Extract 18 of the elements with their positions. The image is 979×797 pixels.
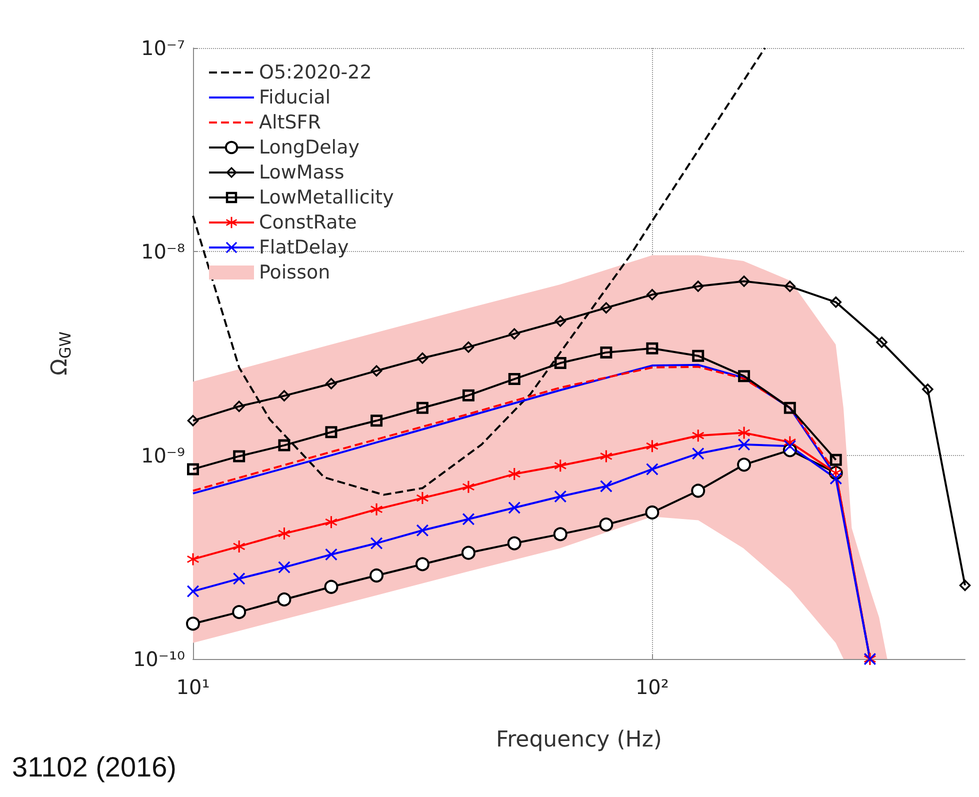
y-tick-label: 10⁻¹⁰ bbox=[132, 647, 185, 671]
legend-label: FlatDelay bbox=[259, 236, 349, 258]
legend-label: O5:2020-22 bbox=[259, 62, 372, 84]
text: 31102 (2016) bbox=[12, 752, 176, 782]
y-tick-label: 10⁻⁷ bbox=[140, 36, 185, 60]
legend-label: Fiducial bbox=[259, 86, 331, 108]
x-axis-title: Frequency (Hz) bbox=[496, 728, 662, 752]
legend-label: LowMetallicity bbox=[259, 186, 394, 208]
y-tick-label: 10⁻⁸ bbox=[140, 240, 185, 264]
legend-label: LowMass bbox=[259, 162, 344, 184]
y-tick-label: 10⁻⁹ bbox=[140, 443, 185, 468]
x-tick-label: 10¹ bbox=[176, 675, 210, 699]
legend-label: ConstRate bbox=[259, 212, 357, 234]
x-tick-label: 10² bbox=[635, 675, 669, 699]
legend-label: LongDelay bbox=[259, 136, 360, 158]
y-axis-title: ΩGW bbox=[48, 332, 74, 376]
legend-label: Poisson bbox=[259, 262, 330, 284]
legend-label: AltSFR bbox=[259, 112, 321, 134]
